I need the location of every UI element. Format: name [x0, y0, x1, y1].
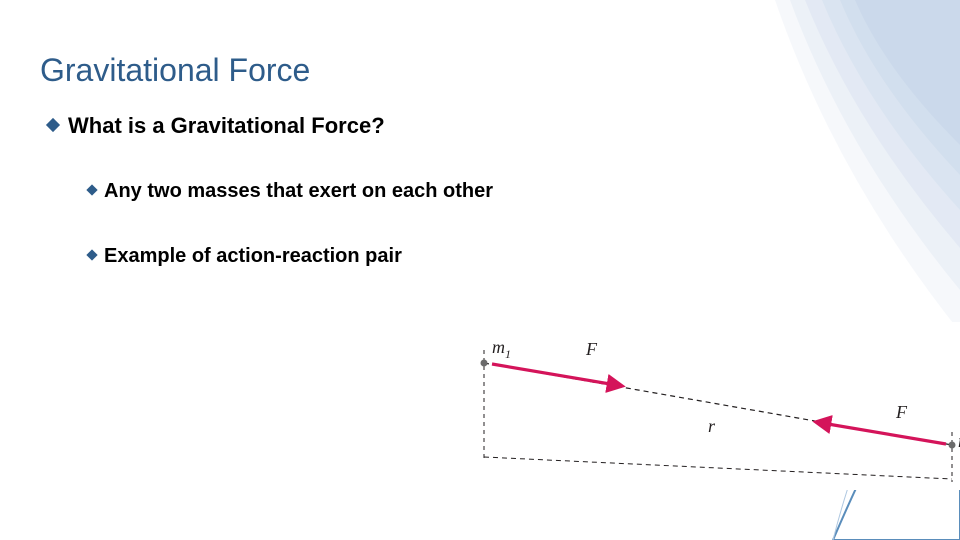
- bullet-l1-prefix: What: [68, 113, 122, 138]
- svg-text:F: F: [585, 339, 598, 359]
- bullet-l2b-prefix: Example: [104, 245, 186, 267]
- force-diagram: m1m2FFr: [418, 322, 960, 490]
- svg-text:r: r: [708, 416, 716, 436]
- diamond-icon: [46, 118, 60, 132]
- bullet-l2b-rest: of action-reaction pair: [186, 245, 402, 267]
- svg-text:m1: m1: [492, 337, 511, 361]
- bullet-l2a-prefix: Any: [104, 180, 142, 202]
- bullet-level2-a: Any two masses that exert on each other: [88, 180, 493, 203]
- bullet-l2a-rest: two masses that exert on each other: [142, 180, 493, 202]
- bullet-l1-rest: is a Gravitational Force?: [122, 113, 385, 138]
- svg-text:F: F: [895, 402, 908, 422]
- slide: Gravitational Force What is a Gravitatio…: [0, 0, 960, 540]
- diamond-icon: [86, 184, 97, 195]
- slide-title: Gravitational Force: [40, 52, 310, 89]
- bullet-level1: What is a Gravitational Force?: [48, 113, 385, 139]
- bullet-level2-b: Example of action-reaction pair: [88, 245, 402, 268]
- diamond-icon: [86, 249, 97, 260]
